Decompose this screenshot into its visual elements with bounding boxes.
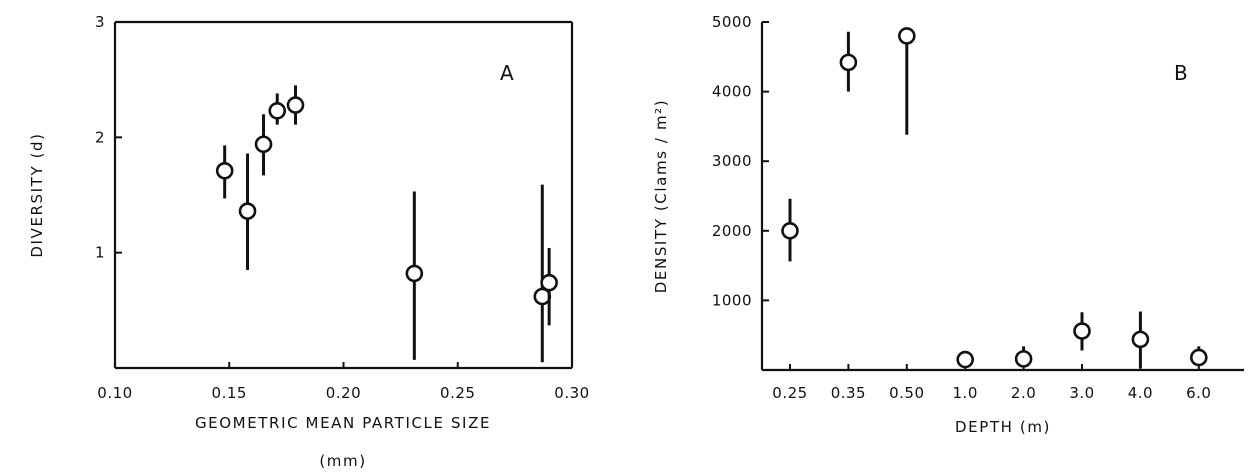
panel-b-x-tick-label: 2.0: [1011, 384, 1036, 402]
panel-b-x-tick-label: 3.0: [1069, 384, 1094, 402]
panel-a-data-point: [286, 96, 305, 114]
panel-b-x-tick-label: 0.50: [889, 384, 924, 402]
panel-a-x-tick-label: 0.15: [212, 384, 247, 402]
panel-a-x-axis-unit: (mm): [319, 452, 366, 470]
panel-b-data-point: [1014, 350, 1033, 368]
panel-a-data-point: [405, 264, 424, 283]
panel-b-data-point: [897, 27, 916, 45]
panel-b-x-tick-label: 0.35: [831, 384, 866, 402]
panel-a-data-point: [540, 273, 558, 292]
panel-b-x-tick-label: 0.25: [772, 384, 807, 402]
panel-a-x-tick-label: 0.10: [97, 384, 132, 402]
panel-a-label: A: [500, 61, 514, 85]
panel-a-y-ticks: 1 2 3: [95, 13, 122, 262]
panel-a-data-point: [254, 135, 273, 154]
panel-a-x-tick-label: 0.20: [326, 384, 361, 402]
panel-b-data-point: [839, 53, 858, 72]
panel-b-data-point: [956, 350, 975, 369]
panel-b-data-points: [781, 27, 1208, 369]
panel-a-data-point: [268, 102, 287, 120]
panel-a-x-tick-label: 0.25: [440, 384, 475, 402]
chart-panel-b: 0.25 0.35 0.50 1.0 2.0 3.0 4.0 6.0 1000 2000 3000…: [652, 13, 1244, 436]
panel-a-y-tick-label: 2: [95, 128, 105, 146]
panel-a-x-ticks: 0.10 0.15 0.20 0.25 0.30: [97, 362, 589, 402]
panel-b-data-point: [1073, 322, 1091, 340]
panel-b-y-tick-label: 1000: [712, 291, 752, 309]
panel-b-x-tick-label: 4.0: [1128, 384, 1153, 402]
panel-a-x-axis-title: GEOMETRIC MEAN PARTICLE SIZE: [195, 414, 491, 432]
panel-b-label: B: [1174, 61, 1188, 85]
panel-b-y-ticks: 1000 2000 3000 4000 5000: [712, 13, 769, 309]
panel-b-y-axis-title: DENSITY (Clams / m²): [652, 99, 670, 293]
panel-a-data-points: [215, 85, 558, 363]
panel-b-x-axis-title: DEPTH (m): [955, 418, 1051, 436]
panel-a-x-tick-label: 0.30: [554, 384, 589, 402]
panel-b-x-tick-label: 1.0: [953, 384, 978, 402]
panel-b-y-tick-label: 2000: [712, 222, 752, 240]
panel-a-y-axis-title: DIVERSITY (d): [28, 132, 46, 257]
panel-a-data-point: [238, 202, 257, 220]
chart-panel-a: 0.10 0.15 0.20 0.25 0.30 1 2 3 A GEOMETRIC MEA…: [28, 13, 589, 470]
panel-b-y-tick-label: 3000: [712, 152, 752, 170]
panel-b-x-ticks: 0.25 0.35 0.50 1.0 2.0 3.0 4.0 6.0: [772, 364, 1211, 402]
panel-a-data-point: [215, 161, 234, 180]
panel-b-data-point: [1189, 348, 1208, 367]
panel-a-y-tick-label: 1: [95, 244, 105, 262]
panel-b-data-point: [781, 222, 799, 240]
panel-a-y-tick-label: 3: [95, 13, 105, 31]
panel-b-axes: [760, 22, 1244, 372]
panel-b-y-tick-label: 4000: [712, 83, 752, 101]
panel-b-data-point: [1131, 330, 1150, 349]
panel-b-y-tick-label: 5000: [712, 13, 752, 31]
panel-b-x-tick-label: 6.0: [1186, 384, 1211, 402]
